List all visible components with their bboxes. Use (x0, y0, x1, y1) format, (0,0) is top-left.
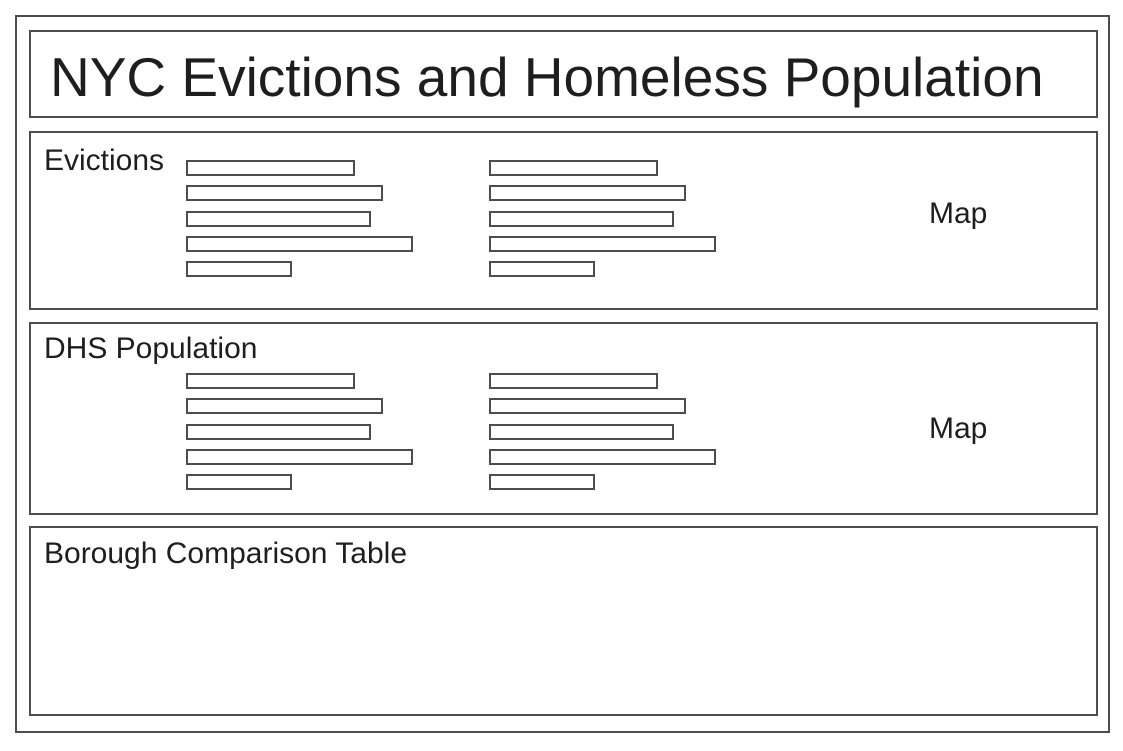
placeholder-bar (186, 423, 371, 440)
placeholder-bar (186, 185, 383, 202)
section-evictions: Evictions Map (29, 131, 1098, 310)
placeholder-bar (489, 448, 716, 465)
page-outer-frame (15, 15, 1110, 733)
placeholder-bar (186, 373, 355, 389)
placeholder-bar (489, 373, 658, 389)
placeholder-bar (186, 160, 355, 176)
section-borough-comparison-table: Borough Comparison Table (29, 526, 1098, 716)
section-evictions-label: Evictions (44, 144, 165, 177)
placeholder-bar (489, 160, 658, 176)
placeholder-bar (489, 235, 716, 252)
placeholder-bar (186, 448, 413, 465)
evictions-map-placeholder-label: Map (929, 197, 988, 230)
page-title: NYC Evictions and Homeless Population (50, 45, 1044, 108)
placeholder-bar (489, 423, 674, 440)
placeholder-bar (186, 261, 292, 278)
placeholder-bar (186, 398, 383, 415)
section-dhs-population: DHS Population Map (29, 322, 1098, 515)
placeholder-bar (489, 474, 595, 491)
evictions-chart-left-placeholder (186, 160, 413, 278)
placeholder-bar (489, 261, 595, 278)
evictions-chart-right-placeholder (489, 160, 716, 278)
placeholder-bar (186, 235, 413, 252)
section-borough-comparison-table-label: Borough Comparison Table (44, 537, 408, 570)
placeholder-bar (186, 474, 292, 491)
section-dhs-population-label: DHS Population (44, 332, 258, 365)
placeholder-bar (489, 185, 686, 202)
placeholder-bar (489, 210, 674, 227)
placeholder-bar (489, 398, 686, 415)
dhs-chart-left-placeholder (186, 373, 413, 491)
placeholder-bar (186, 210, 371, 227)
dhs-chart-right-placeholder (489, 373, 716, 491)
page-title-box: NYC Evictions and Homeless Population (29, 30, 1098, 118)
dhs-map-placeholder-label: Map (929, 412, 988, 445)
